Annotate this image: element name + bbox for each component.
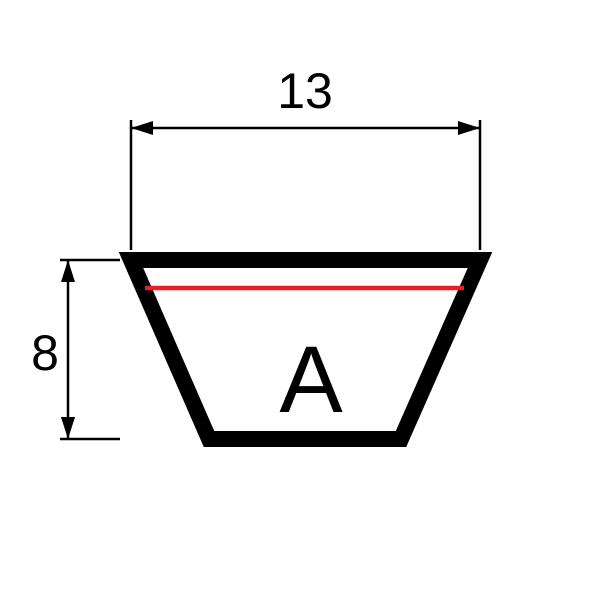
height-label: 8: [31, 325, 59, 381]
belt-cross-section-diagram: 13 8 A: [0, 0, 600, 600]
width-label: 13: [277, 63, 333, 119]
profile-letter: A: [279, 327, 343, 433]
